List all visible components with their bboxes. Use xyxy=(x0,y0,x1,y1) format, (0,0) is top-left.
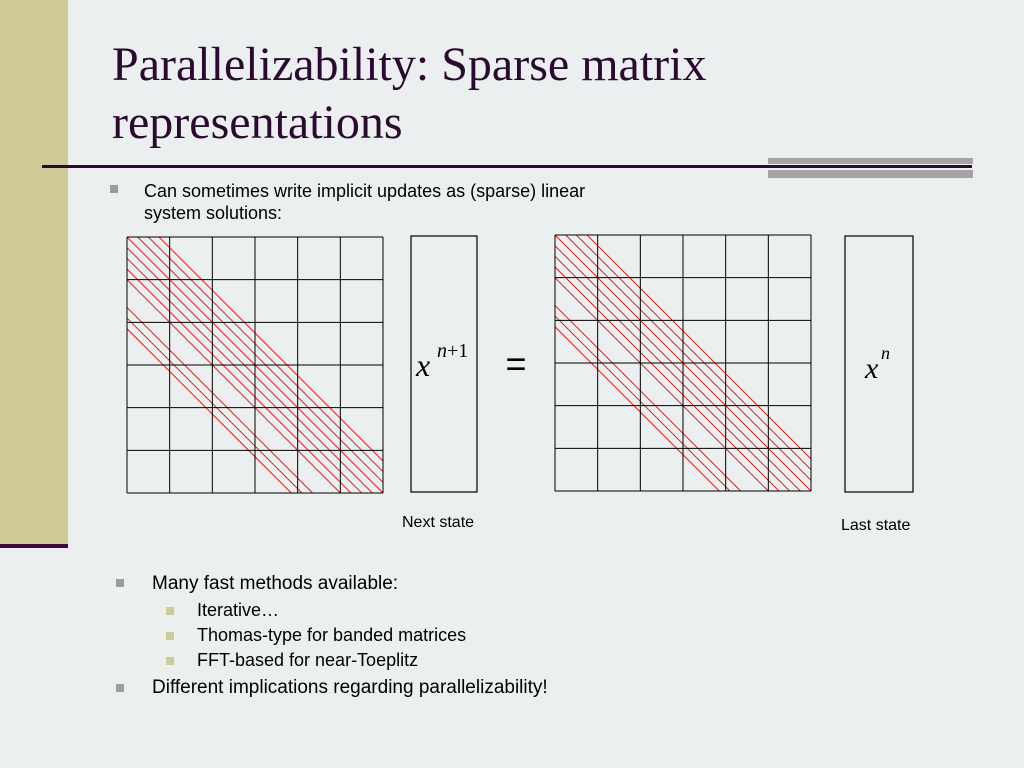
bullet-text: Many fast methods available: xyxy=(152,573,399,594)
last-state-vector-superscript: n xyxy=(881,343,890,363)
sub-bullet-text: Thomas-type for banded matrices xyxy=(197,625,467,645)
last-state-vector-box xyxy=(844,235,914,493)
title-accent-stripes xyxy=(768,158,973,178)
bullet-marker xyxy=(116,684,124,692)
bullet-marker xyxy=(110,185,118,193)
sub-bullet-marker xyxy=(166,607,174,615)
equals-sign: = xyxy=(505,343,526,384)
next-state-vector-box xyxy=(410,235,478,493)
side-accent-rule xyxy=(0,544,68,548)
next-state-vector-symbol: x xyxy=(415,347,430,383)
side-accent-bar xyxy=(0,0,68,546)
sub-bullet-text: FFT-based for near-Toeplitz xyxy=(197,650,419,670)
right-sparse-matrix xyxy=(554,234,812,492)
title-rule xyxy=(42,165,972,168)
slide-title: Parallelizability: Sparse matrix represe… xyxy=(112,38,707,149)
sub-bullet-marker xyxy=(166,657,174,665)
sub-bullet-text: Iterative… xyxy=(197,600,280,620)
bullet-marker xyxy=(116,579,124,587)
next-state-label: Next state xyxy=(402,514,475,531)
intro-bullet-line1: Can sometimes write implicit updates as … xyxy=(144,181,586,201)
bullet-text: Different implications regarding paralle… xyxy=(152,677,548,698)
left-sparse-matrix xyxy=(126,236,384,494)
last-state-label: Last state xyxy=(841,517,911,534)
sub-bullet-marker xyxy=(166,632,174,640)
next-state-vector-superscript: n+1 xyxy=(437,340,468,362)
last-state-vector-symbol: x xyxy=(864,352,879,385)
intro-bullet-line2: system solutions: xyxy=(144,203,283,223)
